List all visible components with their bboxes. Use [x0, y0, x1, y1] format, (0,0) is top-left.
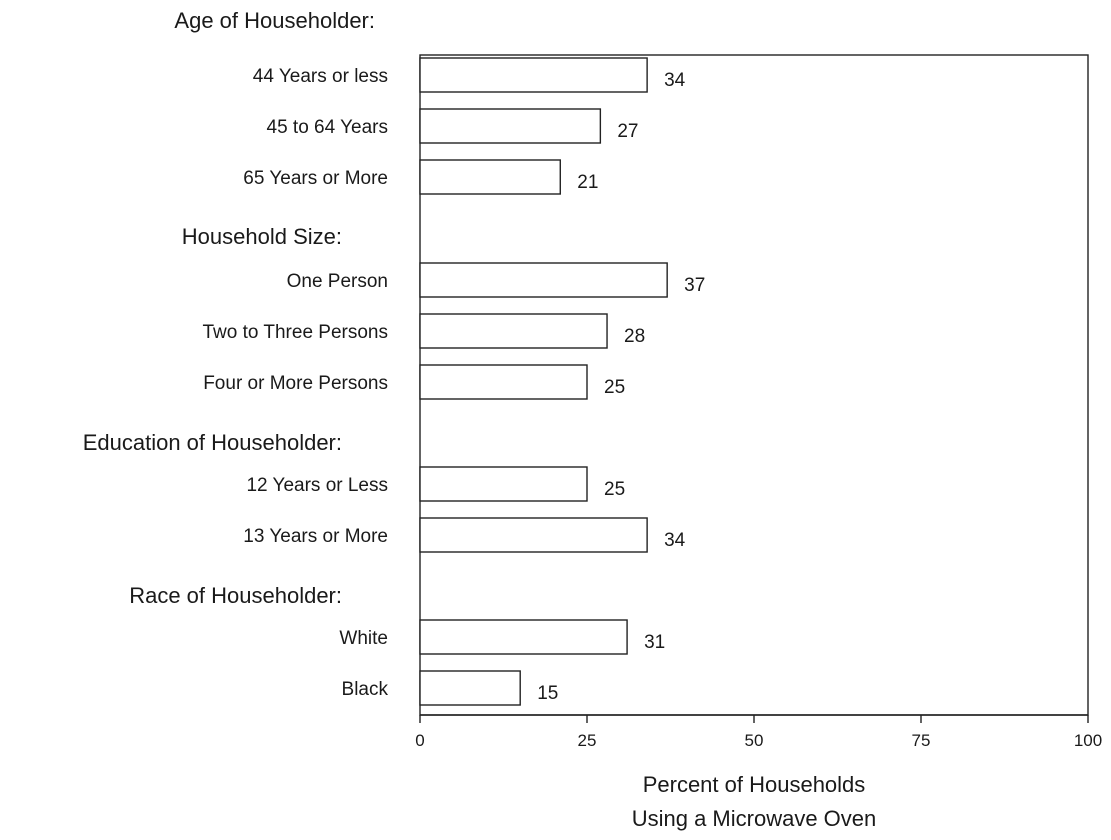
x-tick-label: 0	[415, 731, 424, 750]
value-label: 27	[617, 121, 638, 142]
category-label: 65 Years or More	[243, 168, 388, 189]
x-tick-label: 75	[912, 731, 931, 750]
bar	[419, 262, 668, 298]
x-axis-label-line-1: Percent of Households	[643, 772, 866, 797]
value-label: 25	[604, 479, 625, 500]
category-label: 45 to 64 Years	[267, 117, 389, 138]
x-tick-label: 100	[1074, 731, 1102, 750]
category-label: 13 Years or More	[243, 526, 388, 547]
bar	[419, 466, 588, 502]
bars: 34 27 21 37 28 25 25 34 31 15	[419, 57, 705, 706]
bar	[419, 57, 648, 93]
bar	[419, 313, 608, 349]
value-label: 28	[624, 326, 645, 347]
bar	[419, 517, 648, 553]
value-label: 37	[684, 275, 705, 296]
group-header: Age of Householder:	[174, 8, 375, 33]
bar	[419, 108, 602, 144]
group-header: Race of Householder:	[129, 583, 342, 608]
bar	[419, 364, 588, 400]
value-label: 21	[577, 172, 598, 193]
group-header: Household Size:	[182, 224, 342, 249]
bar	[419, 670, 521, 706]
bar	[419, 619, 628, 655]
category-label: Two to Three Persons	[202, 322, 388, 343]
category-label: Four or More Persons	[203, 373, 388, 394]
value-label: 34	[664, 70, 686, 91]
category-groups: Age of Householder: 44 Years or less 45 to…	[83, 8, 389, 700]
category-label: 12 Years or Less	[246, 475, 388, 496]
value-label: 25	[604, 377, 625, 398]
category-label: 44 Years or less	[253, 66, 388, 87]
x-axis-ticks: 0 25 50 75 100	[415, 715, 1102, 750]
value-label: 15	[537, 683, 558, 704]
group-header: Education of Householder:	[83, 430, 342, 455]
value-label: 34	[664, 530, 686, 551]
x-axis-label-line-2: Using a Microwave Oven	[632, 806, 877, 831]
x-tick-label: 25	[578, 731, 597, 750]
x-tick-label: 50	[745, 731, 764, 750]
category-label: One Person	[287, 271, 388, 292]
bar	[419, 159, 561, 195]
category-label: Black	[342, 679, 389, 700]
category-label: White	[339, 628, 388, 649]
value-label: 31	[644, 632, 665, 653]
